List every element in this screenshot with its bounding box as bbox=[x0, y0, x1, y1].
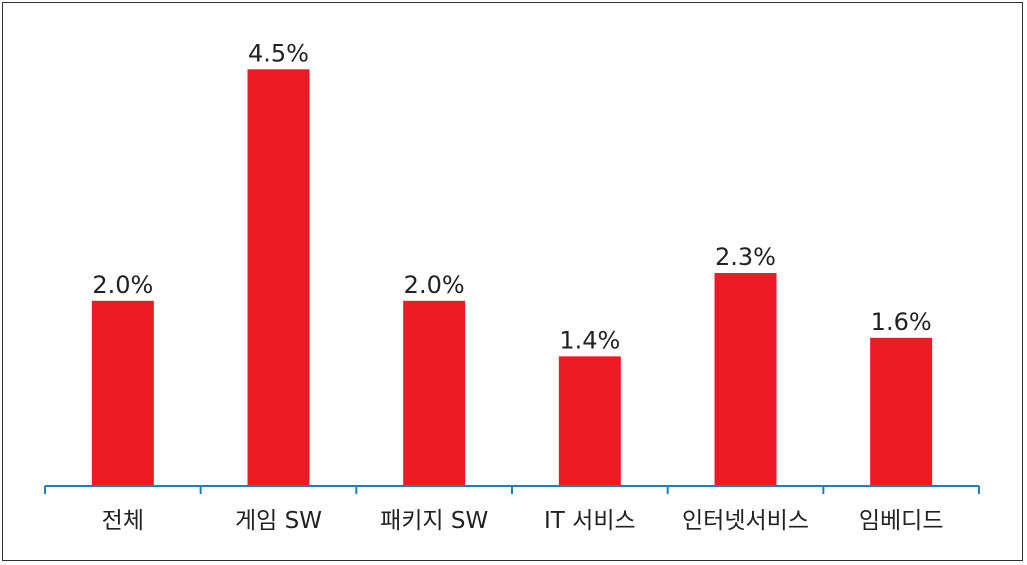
bar-0 bbox=[91, 300, 154, 486]
bar-5 bbox=[870, 337, 933, 486]
category-label-4: 인터넷서비스 bbox=[682, 508, 809, 534]
category-label-1: 게임 SW bbox=[235, 508, 322, 534]
category-label-5: 임베디드 bbox=[859, 508, 944, 534]
value-label-2: 2.0% bbox=[404, 271, 465, 299]
value-label-5: 1.6% bbox=[871, 308, 932, 336]
category-label-3: IT 서비스 bbox=[544, 508, 636, 534]
value-label-4: 2.3% bbox=[715, 243, 776, 271]
bar-2 bbox=[403, 300, 466, 486]
bar-3 bbox=[558, 356, 621, 486]
bar-4 bbox=[714, 273, 777, 486]
value-label-0: 2.0% bbox=[92, 271, 153, 299]
bar-1 bbox=[247, 69, 310, 487]
value-label-3: 1.4% bbox=[559, 326, 620, 354]
category-label-2: 패키지 SW bbox=[380, 508, 488, 534]
category-label-0: 전체 bbox=[102, 508, 144, 534]
bar-chart: 2.0% 4.5% 2.0% 1.4% 2.3% 1.6% 전체 게임 SW 패키지 SW IT … bbox=[44, 39, 980, 534]
value-label-1: 4.5% bbox=[248, 39, 309, 67]
